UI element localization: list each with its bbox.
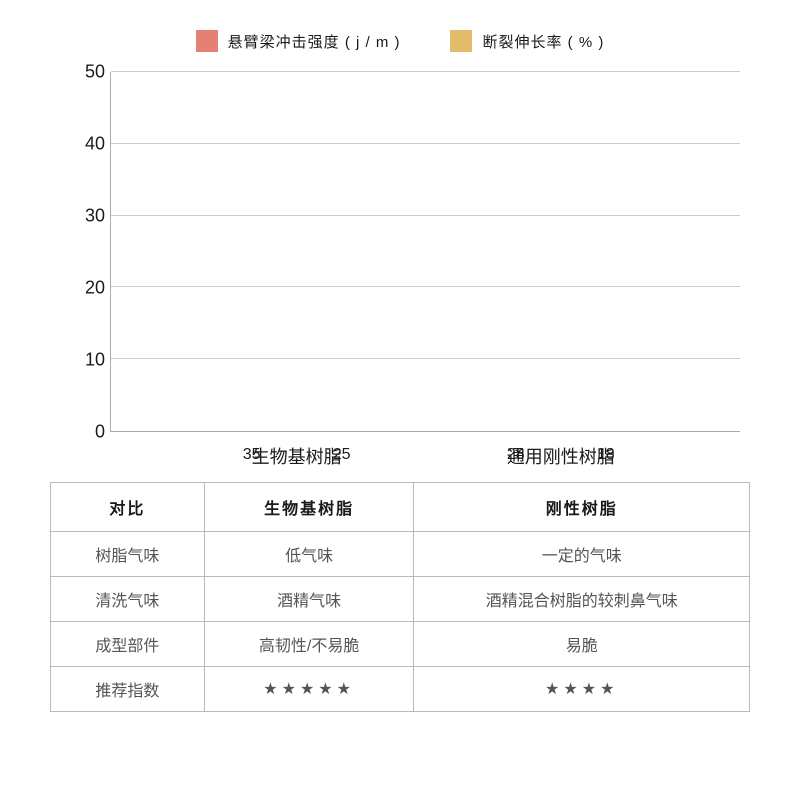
gridline	[111, 358, 740, 359]
table-cell: 成型部件	[51, 622, 205, 667]
gridline	[111, 215, 740, 216]
legend-item-elongation: 断裂伸长率 ( % )	[450, 30, 604, 52]
table-cell: 清洗气味	[51, 577, 205, 622]
y-tick-label: 0	[55, 422, 105, 443]
y-tick-label: 20	[55, 278, 105, 299]
gridline	[111, 143, 740, 144]
table-row: 树脂气味低气味一定的气味	[51, 532, 750, 577]
gridline	[111, 286, 740, 287]
x-axis-label: 通用刚性树脂	[476, 443, 646, 469]
table-cell: 易脆	[414, 622, 750, 667]
table-cell: 酒精混合树脂的较刺鼻气味	[414, 577, 750, 622]
chart-legend: 悬臂梁冲击强度 ( j / m ) 断裂伸长率 ( % )	[50, 30, 750, 52]
plot-area: 3525生物基树脂2818通用刚性树脂	[110, 72, 740, 432]
legend-label-elongation: 断裂伸长率 ( % )	[482, 31, 604, 52]
legend-swatch-elongation	[450, 30, 472, 52]
table-header: 对比	[51, 483, 205, 532]
table-row: 清洗气味酒精气味酒精混合树脂的较刺鼻气味	[51, 577, 750, 622]
gridline	[111, 71, 740, 72]
x-axis-label: 生物基树脂	[212, 443, 382, 469]
table-cell: 酒精气味	[204, 577, 414, 622]
table-cell: ★★★★	[414, 667, 750, 712]
table-row: 成型部件高韧性/不易脆易脆	[51, 622, 750, 667]
legend-swatch-impact	[196, 30, 218, 52]
table-cell: ★★★★★	[204, 667, 414, 712]
table-cell: 低气味	[204, 532, 414, 577]
table-row: 推荐指数★★★★★★★★★	[51, 667, 750, 712]
legend-item-impact: 悬臂梁冲击强度 ( j / m )	[196, 30, 401, 52]
table-cell: 一定的气味	[414, 532, 750, 577]
table-header-row: 对比 生物基树脂 刚性树脂	[51, 483, 750, 532]
table-cell: 树脂气味	[51, 532, 205, 577]
y-tick-label: 30	[55, 206, 105, 227]
y-axis: 01020304050	[55, 72, 105, 432]
table-cell: 高韧性/不易脆	[204, 622, 414, 667]
legend-label-impact: 悬臂梁冲击强度 ( j / m )	[228, 31, 401, 52]
y-tick-label: 50	[55, 62, 105, 83]
bar-chart: 01020304050 3525生物基树脂2818通用刚性树脂	[110, 72, 740, 432]
table-header: 刚性树脂	[414, 483, 750, 532]
table-header: 生物基树脂	[204, 483, 414, 532]
y-tick-label: 10	[55, 350, 105, 371]
comparison-table: 对比 生物基树脂 刚性树脂 树脂气味低气味一定的气味清洗气味酒精气味酒精混合树脂…	[50, 482, 750, 712]
table-cell: 推荐指数	[51, 667, 205, 712]
y-tick-label: 40	[55, 134, 105, 155]
